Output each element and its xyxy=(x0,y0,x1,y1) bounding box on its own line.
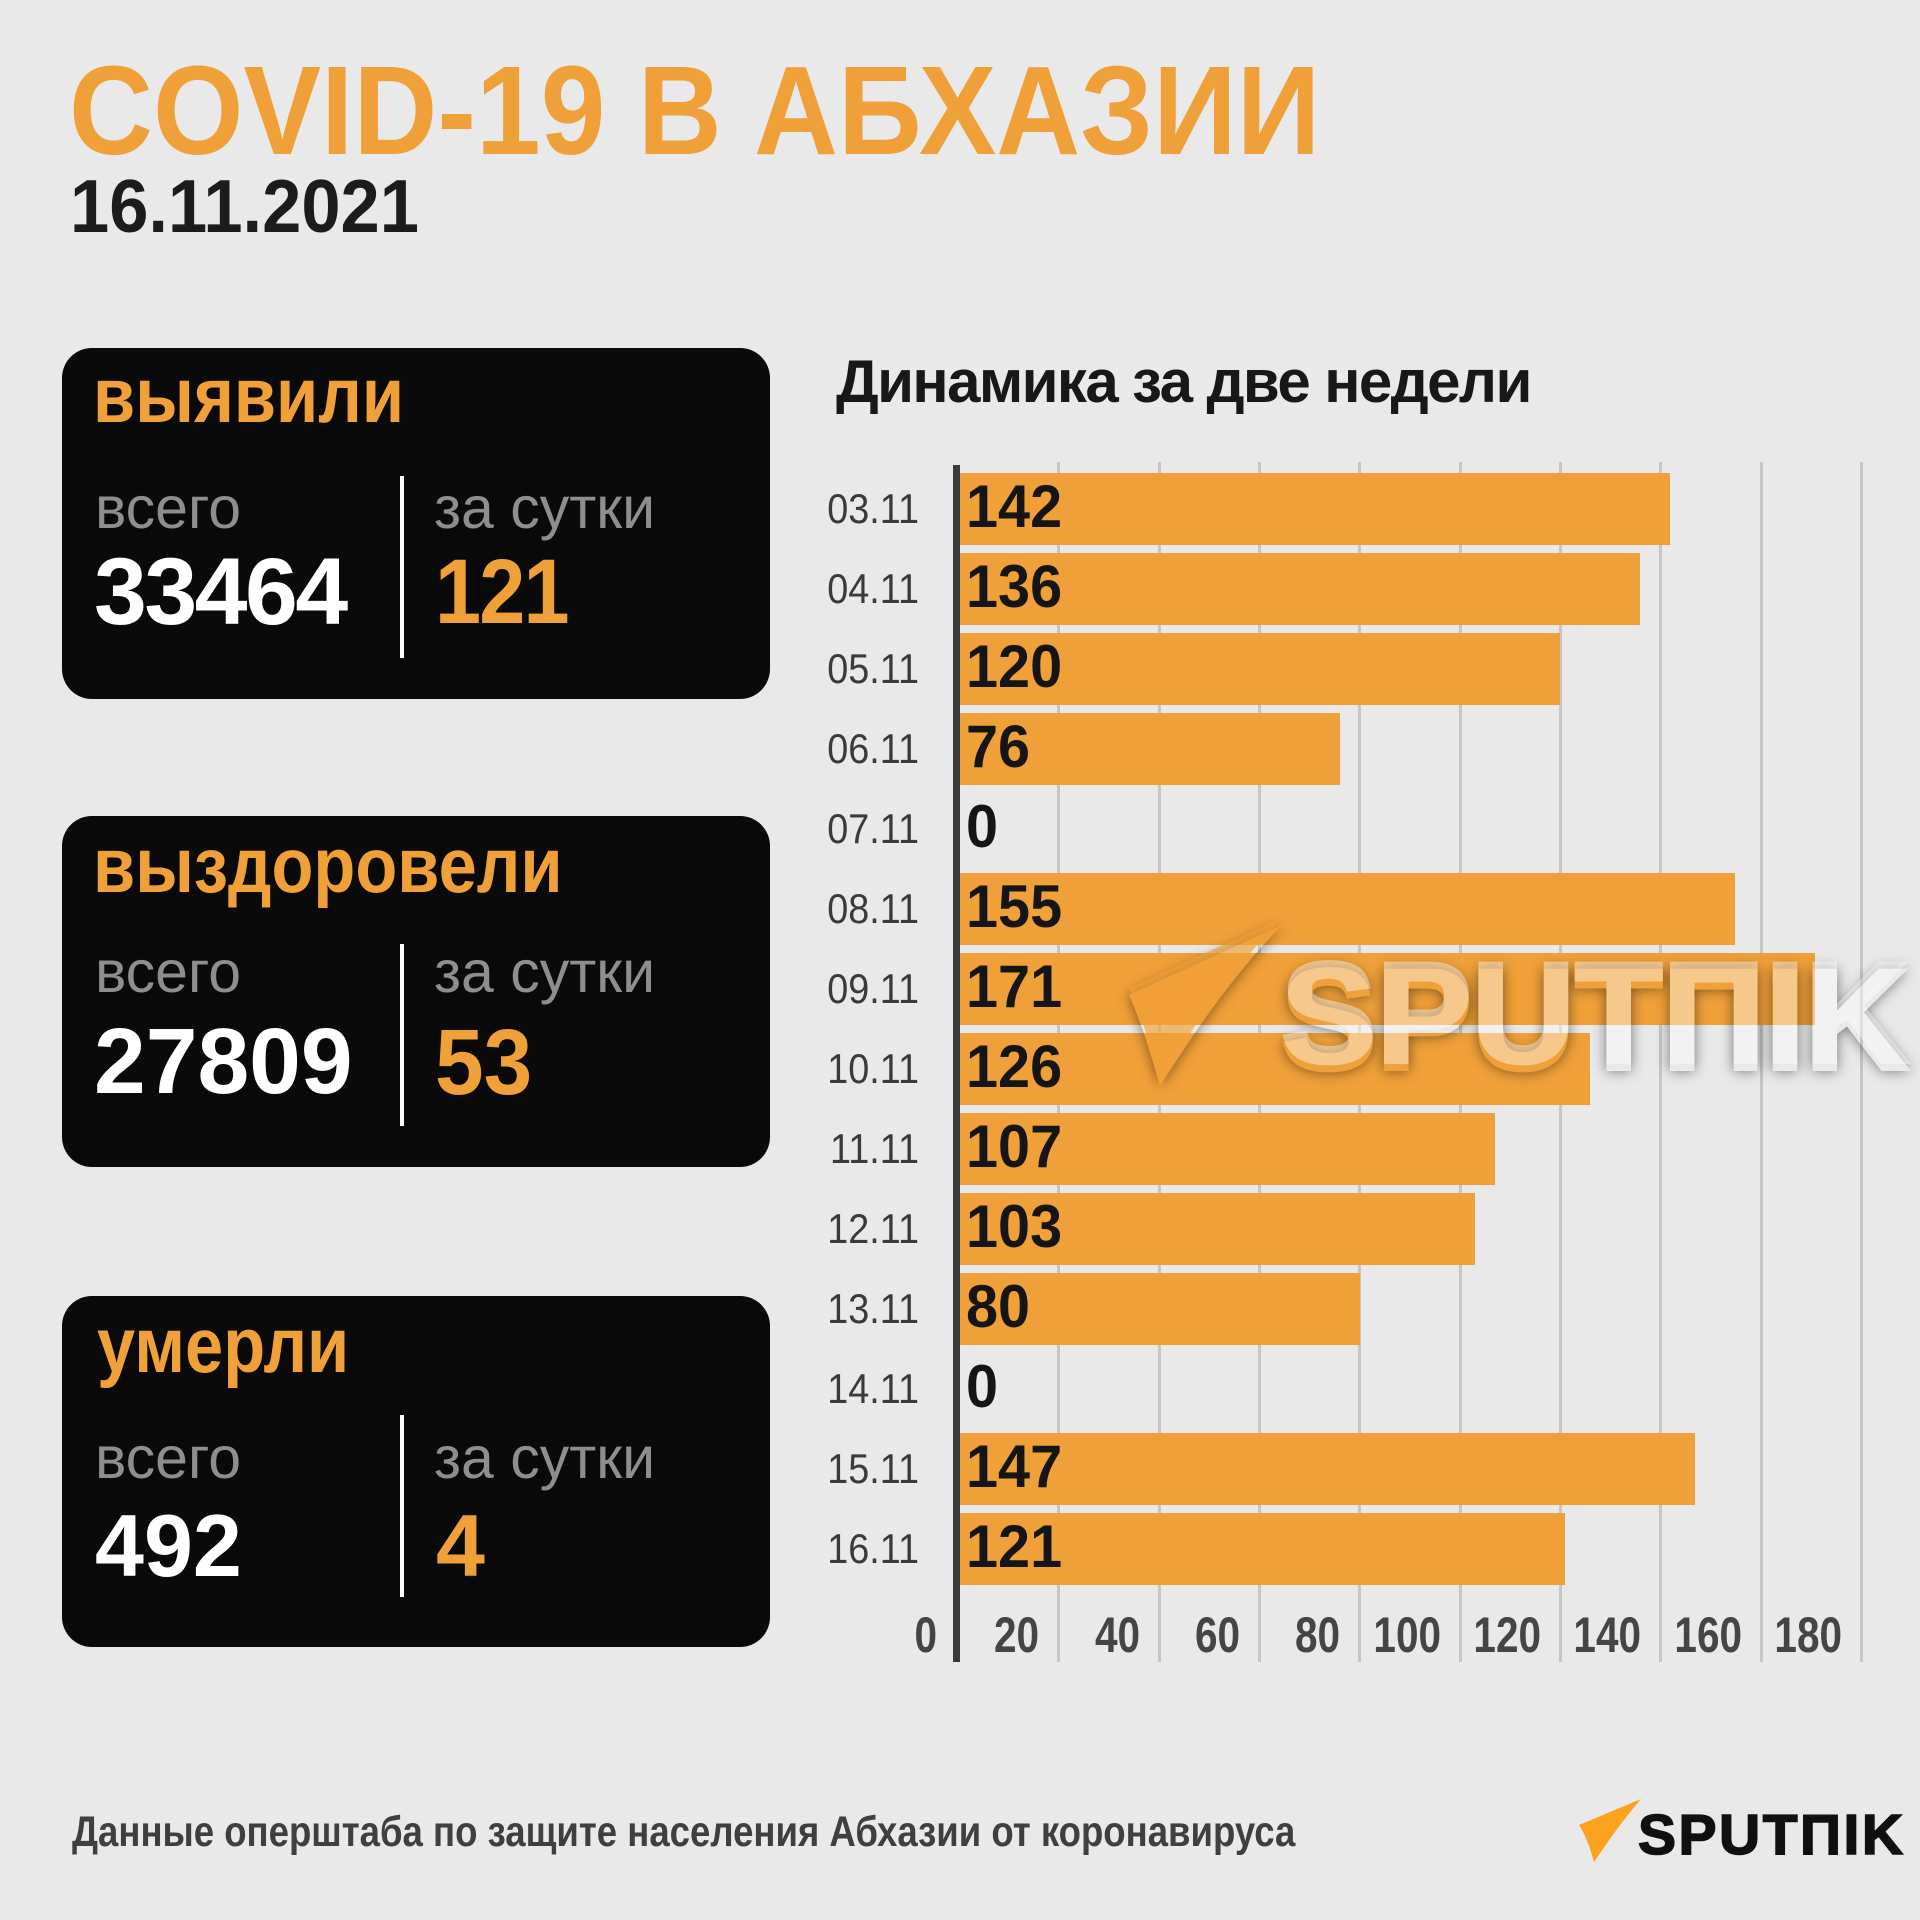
svg-text:SPUTПIK: SPUTПIK xyxy=(1281,934,1908,1093)
svg-text:SPUTПIK: SPUTПIK xyxy=(1638,1803,1906,1867)
svg-text:SPUTПIK: SPUTПIK xyxy=(1281,941,1908,1100)
